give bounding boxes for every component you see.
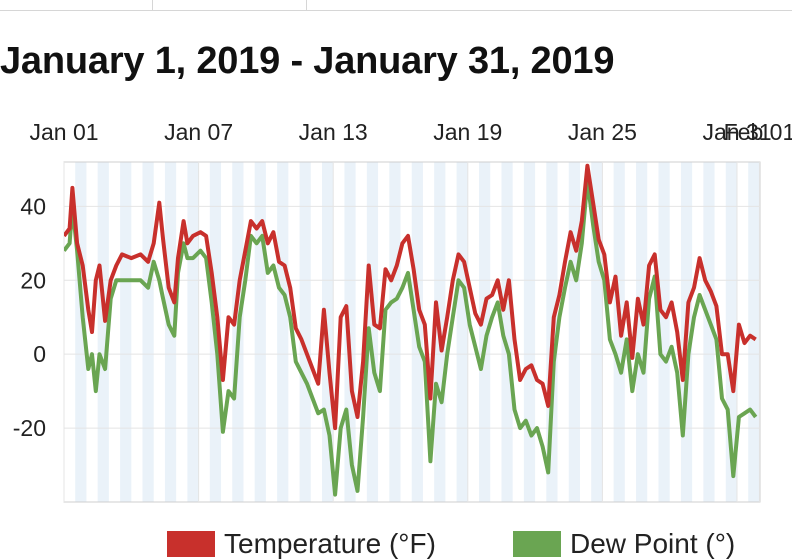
band-8 — [254, 162, 266, 502]
band-29 — [725, 162, 737, 502]
x-tick-label: Jan 07 — [164, 119, 233, 145]
tab-divider — [306, 0, 307, 10]
x-tick-label: Jan 13 — [299, 119, 368, 145]
page-title: January 1, 2019 - January 31, 2019 — [0, 40, 615, 82]
band-25 — [636, 162, 648, 502]
legend-swatch — [167, 531, 215, 557]
y-axis-ticks: 40 20 0 -20 — [13, 193, 46, 441]
x-tick-label: Jan 31 — [702, 119, 771, 145]
band-3 — [142, 162, 154, 502]
y-tick-label: 40 — [20, 193, 46, 219]
y-tick-label: -20 — [13, 415, 46, 441]
band-18 — [479, 162, 491, 502]
temperature-line — [64, 163, 757, 431]
band-2 — [120, 162, 132, 502]
x-axis-ticks: Jan 01 Jan 07 Jan 13 Jan 19 Jan 25 Jan 31Feb … — [29, 119, 792, 145]
gridlines — [63, 161, 761, 503]
band-13 — [366, 162, 379, 502]
band-12 — [344, 162, 356, 502]
x-tick-label: Jan 25 — [568, 119, 637, 145]
band-17 — [456, 162, 468, 502]
series-lines — [64, 163, 758, 497]
y-tick-label: 0 — [33, 341, 46, 367]
tab-divider — [152, 0, 153, 10]
legend-label: Dew Point (°) — [570, 528, 735, 559]
legend-item-temperature[interactable]: Temperature (°F) — [167, 528, 436, 559]
x-tick-label: Feb 01 — [724, 119, 792, 145]
band-30 — [748, 162, 760, 502]
x-tick-label: Jan 19 — [433, 119, 502, 145]
band-5 — [187, 162, 199, 502]
legend[interactable]: Temperature (°F) Dew Point (°) — [167, 528, 735, 559]
band-23 — [591, 162, 603, 502]
x-tick-label: Jan 01 — [29, 119, 98, 145]
y-tick-label: 20 — [20, 267, 46, 293]
legend-swatch — [513, 531, 561, 557]
band-28 — [703, 162, 715, 502]
band-9 — [277, 162, 289, 502]
band-22 — [568, 162, 580, 502]
band-1 — [97, 162, 109, 502]
band-19 — [501, 162, 513, 502]
band-10 — [299, 162, 311, 502]
legend-item-dew-point[interactable]: Dew Point (°) — [513, 528, 735, 559]
top-tab-bar — [0, 0, 792, 11]
band-20 — [523, 162, 536, 502]
band-26 — [658, 162, 670, 502]
band-0 — [75, 162, 87, 502]
band-14 — [389, 162, 401, 502]
legend-label: Temperature (°F) — [224, 528, 436, 559]
